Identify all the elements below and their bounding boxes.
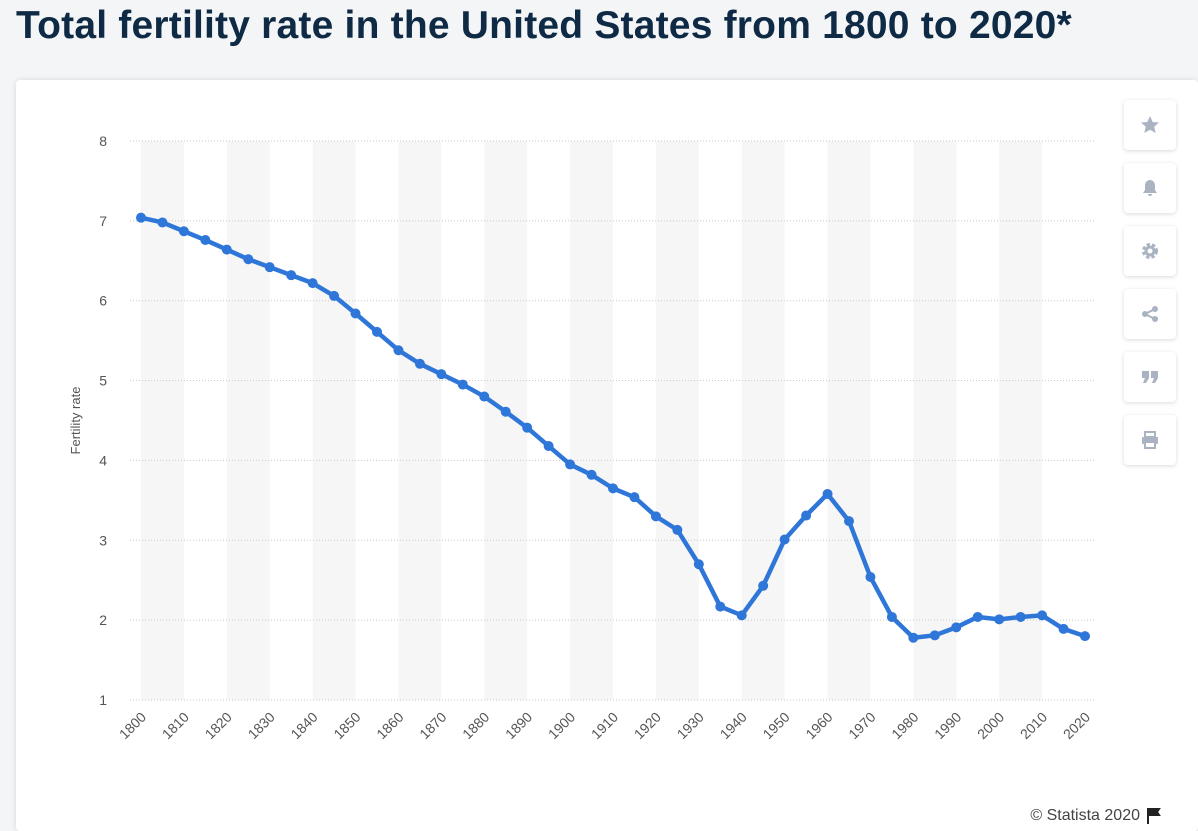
data-point xyxy=(522,422,533,433)
data-point xyxy=(801,510,812,521)
x-tick-label: 1900 xyxy=(545,709,578,742)
x-tick-label: 2020 xyxy=(1060,709,1093,742)
cite-button[interactable] xyxy=(1124,352,1176,402)
data-point xyxy=(243,254,254,265)
data-point xyxy=(844,516,854,527)
data-point xyxy=(436,369,447,380)
x-tick-label: 1890 xyxy=(502,709,535,742)
background-band xyxy=(398,141,442,700)
data-point xyxy=(822,488,833,499)
y-tick-label: 8 xyxy=(99,133,107,149)
background-band xyxy=(741,141,785,700)
share-button[interactable] xyxy=(1124,289,1176,339)
data-point xyxy=(672,524,683,535)
data-point xyxy=(393,345,404,356)
x-tick-label: 1960 xyxy=(802,709,835,742)
data-point xyxy=(1015,611,1026,622)
x-tick-label: 2000 xyxy=(974,709,1007,742)
data-point xyxy=(565,459,576,470)
data-point xyxy=(1080,631,1090,642)
data-point xyxy=(157,217,168,228)
x-tick-label: 1860 xyxy=(373,709,406,742)
x-tick-label: 1820 xyxy=(202,709,235,742)
data-point xyxy=(886,611,897,622)
background-band xyxy=(999,141,1043,700)
data-point xyxy=(693,559,704,570)
data-point xyxy=(865,572,876,583)
data-point xyxy=(586,469,597,480)
x-tick-label: 1980 xyxy=(888,709,921,742)
source-credit: © Statista 2020 xyxy=(1030,807,1140,824)
data-point xyxy=(178,226,189,237)
x-tick-label: 1870 xyxy=(416,709,449,742)
data-point xyxy=(1058,623,1069,634)
data-point xyxy=(264,262,275,273)
x-tick-label: 1850 xyxy=(330,709,363,742)
data-point xyxy=(372,326,382,337)
x-tick-label: 1970 xyxy=(845,709,878,742)
background-band xyxy=(827,141,871,700)
x-tick-label: 1880 xyxy=(459,709,492,742)
flag-icon xyxy=(1147,808,1161,824)
background-band xyxy=(312,141,356,700)
notification-button[interactable] xyxy=(1124,163,1176,213)
data-point xyxy=(779,534,790,545)
data-point xyxy=(994,614,1005,625)
data-point xyxy=(908,632,919,643)
x-tick-label: 1910 xyxy=(588,709,621,742)
y-tick-label: 2 xyxy=(99,612,107,628)
print-button[interactable] xyxy=(1124,415,1176,465)
background-band xyxy=(141,141,184,700)
data-point xyxy=(286,270,297,281)
y-tick-label: 6 xyxy=(99,293,107,309)
y-tick-label: 5 xyxy=(99,373,107,389)
favorite-button[interactable] xyxy=(1124,100,1176,150)
data-point xyxy=(479,391,490,402)
data-point xyxy=(929,630,940,641)
x-tick-label: 1940 xyxy=(717,709,750,742)
x-tick-label: 1950 xyxy=(759,709,792,742)
data-point xyxy=(1037,610,1048,621)
data-point xyxy=(972,611,983,622)
data-point xyxy=(650,511,661,522)
x-tick-label: 1840 xyxy=(287,709,320,742)
settings-button[interactable] xyxy=(1124,226,1176,276)
data-point xyxy=(457,379,468,390)
data-point xyxy=(500,406,511,417)
x-tick-label: 1830 xyxy=(245,709,278,742)
data-point xyxy=(136,212,146,223)
data-point xyxy=(414,358,425,369)
data-point xyxy=(951,622,962,633)
data-point xyxy=(350,308,361,319)
y-tick-label: 3 xyxy=(99,532,107,548)
y-tick-label: 4 xyxy=(99,452,107,468)
x-tick-label: 1810 xyxy=(159,709,192,742)
data-point xyxy=(736,610,747,621)
y-tick-label: 7 xyxy=(99,213,107,229)
x-tick-label: 1990 xyxy=(931,709,964,742)
x-tick-label: 1920 xyxy=(631,709,664,742)
data-point xyxy=(221,244,232,255)
background-band xyxy=(655,141,699,700)
data-point xyxy=(715,601,726,612)
data-point xyxy=(307,278,318,289)
data-point xyxy=(329,290,340,301)
x-tick-label: 1930 xyxy=(674,709,707,742)
background-band xyxy=(570,141,613,700)
data-point xyxy=(758,580,769,591)
data-point xyxy=(629,492,640,503)
y-tick-label: 1 xyxy=(99,692,107,708)
chart-title: Total fertility rate in the United State… xyxy=(16,4,1072,47)
data-point xyxy=(608,483,618,494)
x-tick-label: 2010 xyxy=(1017,709,1050,742)
background-band xyxy=(226,141,270,700)
x-tick-label: 1800 xyxy=(116,709,149,742)
data-point xyxy=(543,441,554,452)
y-axis-label: Fertility rate xyxy=(68,387,83,455)
background-band xyxy=(913,141,957,700)
data-point xyxy=(200,235,211,246)
